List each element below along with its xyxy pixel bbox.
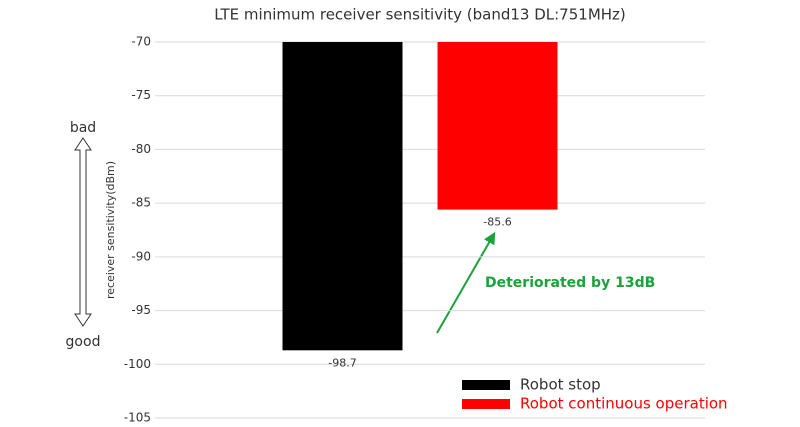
value-label: -85.6 [483,216,511,229]
legend-label: Robot stop [520,376,601,394]
y-tick-label: -105 [124,411,151,425]
legend-label: Robot continuous operation [520,395,728,413]
legend-swatch [462,380,510,390]
value-label: -98.7 [328,356,356,369]
y-tick-label: -100 [124,357,151,371]
bar [282,42,403,351]
chart-title: LTE minimum receiver sensitivity (band13… [214,6,626,24]
y-tick-label: -90 [131,249,151,263]
double-arrow [74,137,92,327]
annotation-text: Deteriorated by 13dB [485,275,655,291]
bar [437,42,558,210]
bad-label: bad [70,120,96,136]
legend-swatch [462,399,510,409]
y-tick-label: -70 [131,35,151,49]
y-tick-label: -95 [131,303,151,317]
y-tick-label: -80 [131,142,151,156]
annotation-arrow [436,231,496,334]
y-axis-label: receiver sensitivity(dBm) [104,161,117,299]
good-label: good [66,334,101,350]
y-tick-label: -75 [131,88,151,102]
y-tick-label: -85 [131,196,151,210]
